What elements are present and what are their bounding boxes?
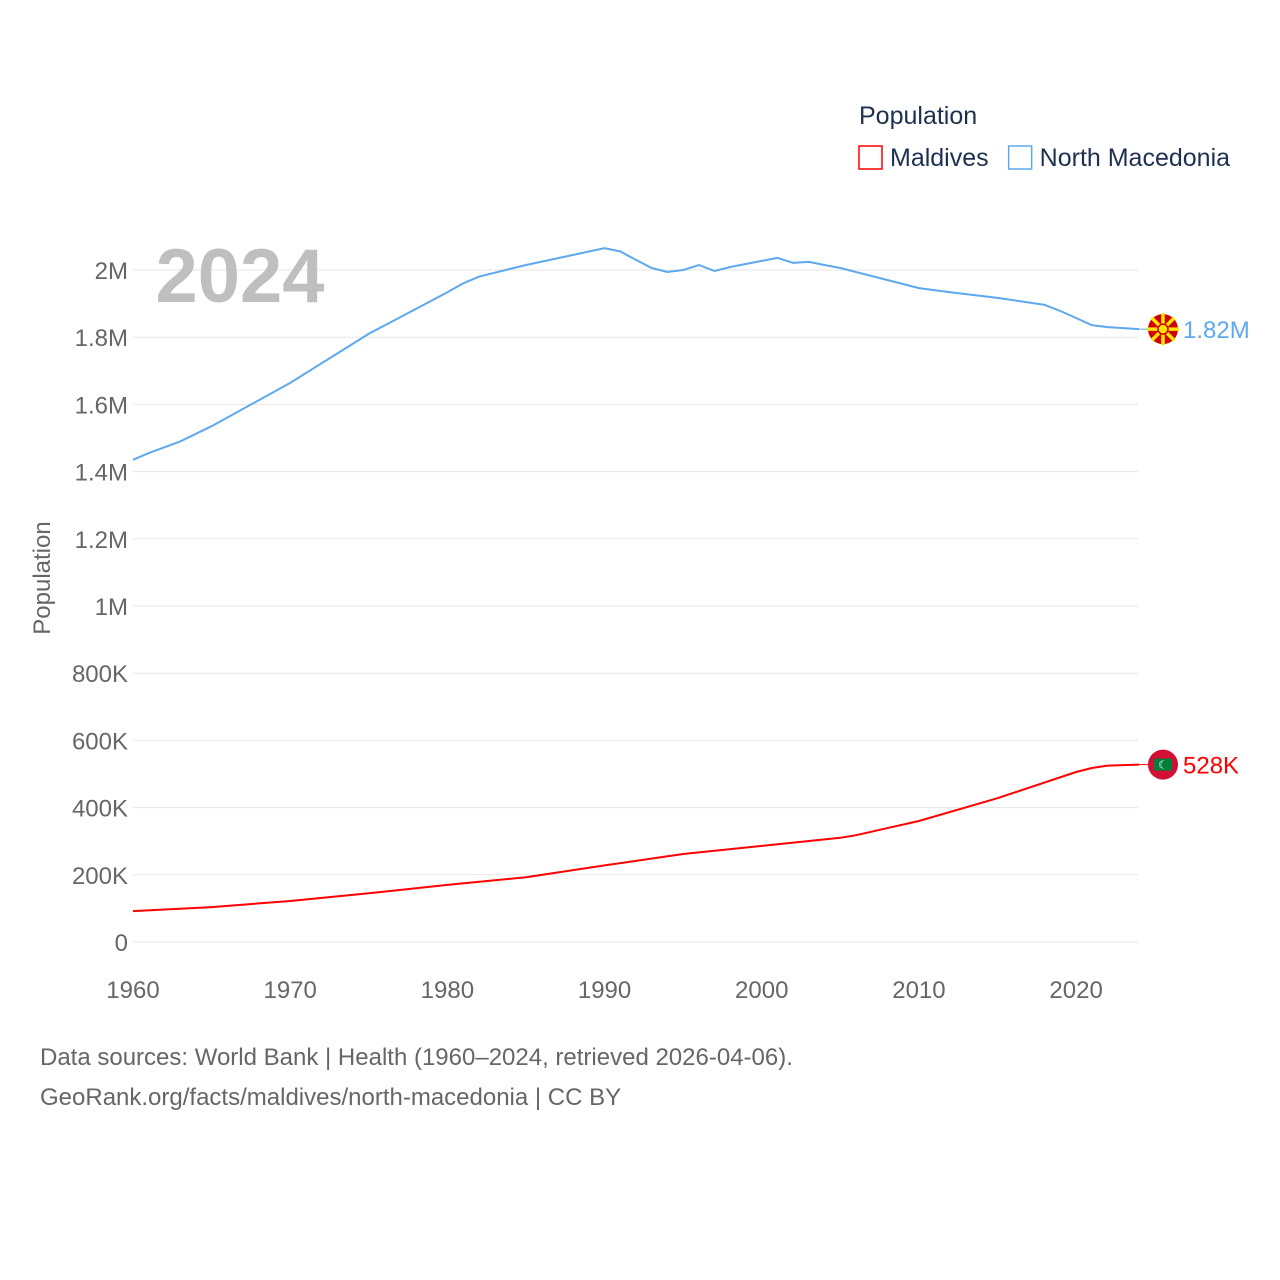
end-value-label: 528K <box>1183 753 1239 780</box>
series-line-maldives <box>132 763 1140 913</box>
year-label: 2024 <box>155 234 324 319</box>
x-tick-label: 2020 <box>1049 977 1102 1004</box>
flag-green-field <box>1154 758 1172 771</box>
series-line-north-macedonia <box>132 247 1140 461</box>
legend-label-maldives[interactable]: Maldives <box>890 144 989 172</box>
x-tick-label: 1990 <box>578 977 631 1004</box>
y-tick-label: 400K <box>72 796 128 823</box>
legend-swatch-maldives[interactable] <box>858 145 883 170</box>
y-axis-title: Population <box>29 521 56 634</box>
y-tick-label: 1M <box>95 594 128 621</box>
x-tick-label: 2010 <box>892 977 945 1004</box>
y-tick-label: 800K <box>72 661 128 688</box>
x-tick-label: 1960 <box>106 977 159 1004</box>
y-tick-label: 1.4M <box>75 460 128 487</box>
data-source-text: Data sources: World Bank | Health (1960–… <box>40 1044 793 1071</box>
y-tick-label: 1.8M <box>75 325 128 352</box>
legend-label-north-macedonia[interactable]: North Macedonia <box>1040 144 1230 172</box>
legend-title: Population <box>859 102 977 130</box>
x-tick-label: 1980 <box>421 977 474 1004</box>
license-link[interactable]: GeoRank.org/facts/maldives/north-macedon… <box>40 1084 622 1111</box>
y-tick-label: 600K <box>72 728 128 755</box>
legend-swatch-north-macedonia[interactable] <box>1007 145 1033 170</box>
y-tick-label: 0 <box>115 930 128 957</box>
y-tick-label: 2M <box>95 258 128 285</box>
flag-sun <box>1157 323 1169 335</box>
y-tick-label: 1.6M <box>75 392 128 419</box>
flag-crescent: ☾ <box>1158 760 1168 772</box>
y-tick-label: 200K <box>72 863 128 890</box>
end-value-label: 1.82M <box>1183 317 1250 344</box>
y-tick-label: 1.2M <box>75 527 128 554</box>
x-tick-label: 2000 <box>735 977 788 1004</box>
x-tick-label: 1970 <box>263 977 316 1004</box>
